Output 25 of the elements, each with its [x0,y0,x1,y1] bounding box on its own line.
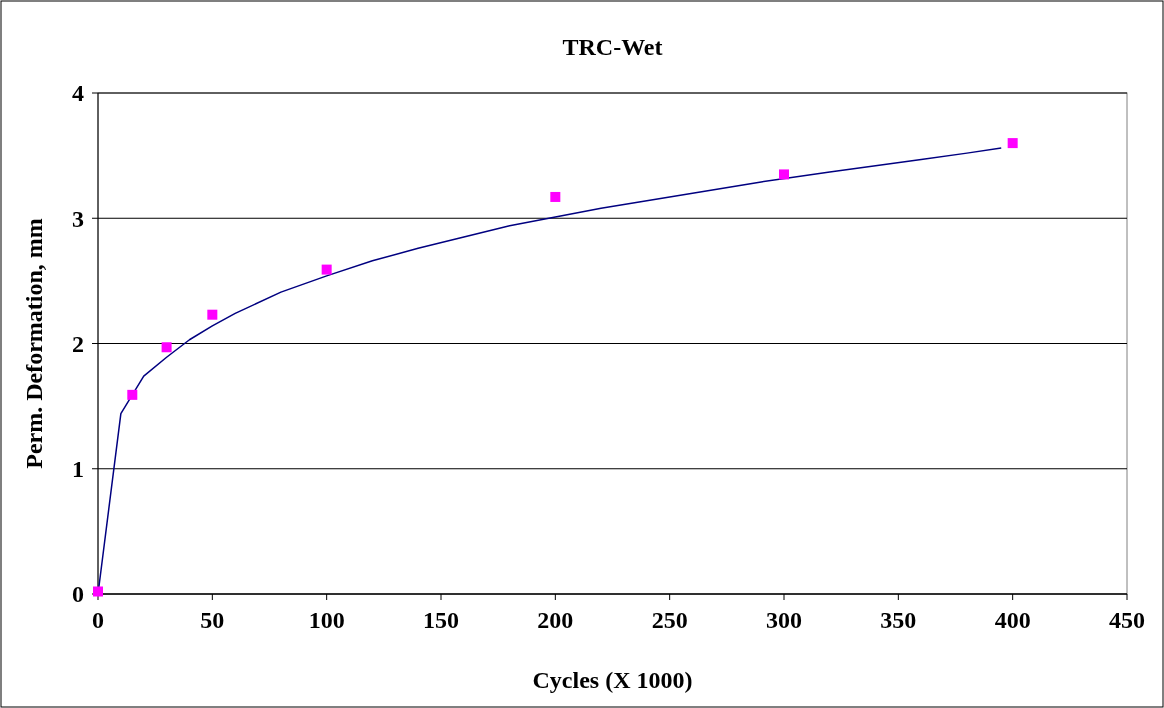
y-tick-label: 4 [72,80,84,107]
chart-title: TRC-Wet [562,34,663,60]
y-tick-label: 0 [72,581,84,608]
x-tick-label: 50 [200,607,225,633]
x-tick-label: 100 [308,607,345,633]
point [161,342,172,353]
point [321,264,332,275]
point [1007,138,1018,149]
point [550,191,561,202]
y-tick-label: 1 [72,456,84,483]
x-tick-label: 200 [537,607,574,633]
x-tick-label: 300 [766,607,802,633]
y-tick-label: 2 [72,330,84,357]
x-tick-label: 150 [423,607,459,633]
x-tick-label: 450 [1109,607,1145,633]
x-tick-label: 350 [880,607,917,633]
x-tick-label: 400 [994,607,1031,633]
y-axis-title: Perm. Deformation, mm [21,218,47,469]
x-tick-label: 0 [92,607,104,633]
point [127,389,138,400]
point [779,169,789,180]
point [207,309,218,320]
x-axis-title: Cycles (X 1000) [532,667,693,693]
x-tick-label: 250 [651,607,688,633]
y-tick-label: 3 [72,205,84,232]
